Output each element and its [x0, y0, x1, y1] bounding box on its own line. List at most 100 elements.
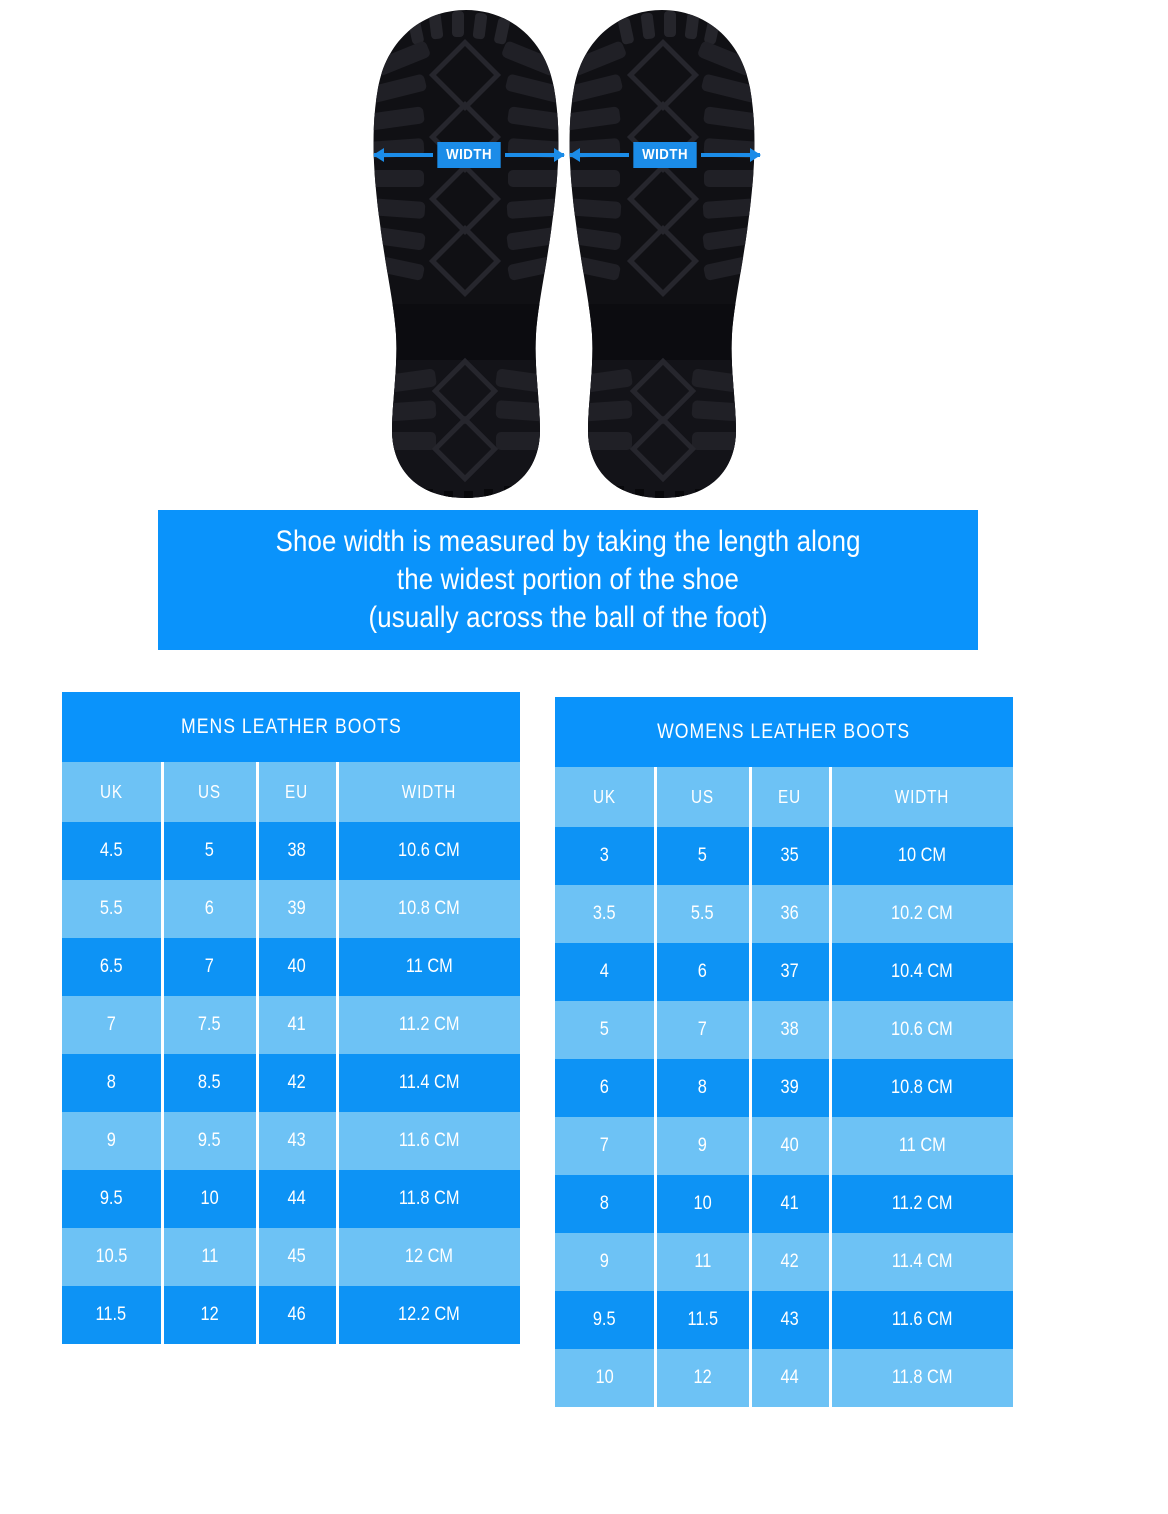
- womens-cell-width: 10.2 CM: [828, 885, 1013, 943]
- mens-cell-us-text: 12: [200, 1304, 219, 1325]
- arrow-right-icon: [750, 148, 761, 162]
- womens-column-header-uk-text: UK: [592, 786, 616, 807]
- mens-cell-width: 11.8 CM: [335, 1170, 521, 1228]
- table-row: 8 10 41 11.2 CM: [555, 1175, 1013, 1233]
- mens-cell-uk-text: 9.5: [99, 1188, 123, 1209]
- womens-cell-width-text: 11.4 CM: [891, 1251, 953, 1272]
- mens-column-header-us: US: [160, 762, 257, 822]
- mens-cell-uk: 6.5: [62, 938, 162, 996]
- womens-cell-width: 11.6 CM: [828, 1291, 1013, 1349]
- mens-cell-width-text: 10.6 CM: [398, 840, 461, 861]
- womens-cell-uk-text: 7: [599, 1135, 609, 1156]
- mens-cell-uk-text: 8: [106, 1072, 116, 1093]
- womens-table-title-row: WOMENS LEATHER BOOTS: [555, 697, 1013, 767]
- womens-cell-eu-text: 36: [780, 903, 800, 924]
- womens-cell-us: 12: [653, 1349, 750, 1407]
- width-arrow-right-segment: [505, 148, 565, 162]
- mens-cell-uk-text: 9: [106, 1130, 116, 1151]
- table-row: 10.5 11 45 12 CM: [62, 1228, 521, 1286]
- womens-cell-eu-text: 42: [780, 1251, 800, 1272]
- mens-cell-width: 11.2 CM: [335, 996, 521, 1054]
- table-row: 8 8.5 42 11.4 CM: [62, 1054, 521, 1112]
- womens-cell-uk-text: 5: [599, 1019, 609, 1040]
- womens-cell-uk: 5: [555, 1001, 655, 1059]
- womens-cell-us: 11: [653, 1233, 750, 1291]
- womens-cell-uk-text: 9.5: [592, 1309, 616, 1330]
- mens-cell-eu: 38: [255, 822, 337, 880]
- mens-column-header-us-text: US: [198, 781, 221, 802]
- womens-cell-width-text: 10.6 CM: [891, 1019, 954, 1040]
- womens-cell-us: 5.5: [653, 885, 750, 943]
- womens-cell-width-text: 10.2 CM: [891, 903, 954, 924]
- womens-cell-uk: 9: [555, 1233, 655, 1291]
- left-sole-graphic: [373, 10, 559, 498]
- mens-cell-eu-text: 45: [287, 1246, 307, 1267]
- womens-column-header-eu: EU: [748, 767, 830, 827]
- womens-cell-eu: 41: [748, 1175, 830, 1233]
- banner-line-1: Shoe width is measured by taking the len…: [275, 525, 861, 558]
- womens-cell-us: 8: [653, 1059, 750, 1117]
- table-row: 5.5 6 39 10.8 CM: [62, 880, 521, 938]
- womens-column-header-uk: UK: [555, 767, 655, 827]
- mens-cell-width-text: 11.6 CM: [398, 1130, 460, 1151]
- table-row: 6.5 7 40 11 CM: [62, 938, 521, 996]
- womens-cell-width-text: 11.2 CM: [891, 1193, 953, 1214]
- womens-table-title-text: WOMENS LEATHER BOOTS: [657, 720, 911, 743]
- womens-cell-eu: 39: [748, 1059, 830, 1117]
- womens-cell-width: 10.6 CM: [828, 1001, 1013, 1059]
- mens-cell-us-text: 9.5: [198, 1130, 221, 1151]
- table-row: 5 7 38 10.6 CM: [555, 1001, 1013, 1059]
- mens-cell-uk: 5.5: [62, 880, 162, 938]
- mens-cell-us: 8.5: [160, 1054, 257, 1112]
- mens-column-header-uk-text: UK: [99, 781, 123, 802]
- mens-cell-eu: 44: [255, 1170, 337, 1228]
- mens-cell-width-text: 12.2 CM: [398, 1304, 461, 1325]
- arrow-right-icon: [554, 148, 565, 162]
- mens-cell-uk: 9.5: [62, 1170, 162, 1228]
- womens-cell-width-text: 10.4 CM: [891, 961, 954, 982]
- mens-cell-width-text: 10.8 CM: [398, 898, 461, 919]
- womens-cell-uk-text: 6: [599, 1077, 609, 1098]
- mens-cell-width: 10.8 CM: [335, 880, 521, 938]
- womens-cell-width: 11 CM: [828, 1117, 1013, 1175]
- mens-cell-us-text: 5: [204, 840, 215, 861]
- womens-cell-width: 11.8 CM: [828, 1349, 1013, 1407]
- banner-line-2: the widest portion of the shoe: [396, 563, 740, 596]
- womens-cell-width-text: 11.8 CM: [891, 1367, 953, 1388]
- mens-table-title: MENS LEATHER BOOTS: [62, 692, 521, 762]
- womens-cell-us-text: 5.5: [691, 903, 714, 924]
- mens-column-header-width: WIDTH: [335, 762, 521, 822]
- right-boot-sole: [564, 4, 760, 504]
- mens-cell-width-text: 11.8 CM: [398, 1188, 460, 1209]
- mens-cell-uk-text: 10.5: [95, 1246, 128, 1267]
- womens-cell-uk: 7: [555, 1117, 655, 1175]
- mens-cell-uk-text: 4.5: [99, 840, 123, 861]
- mens-table-title-text: MENS LEATHER BOOTS: [180, 715, 402, 738]
- mens-table-title-row: MENS LEATHER BOOTS: [62, 692, 521, 762]
- left-boot-sole: [368, 4, 564, 504]
- womens-cell-us: 6: [653, 943, 750, 1001]
- mens-cell-uk-text: 6.5: [99, 956, 123, 977]
- measurement-info-banner: Shoe width is measured by taking the len…: [158, 510, 978, 650]
- mens-cell-us-text: 7: [204, 956, 215, 977]
- womens-cell-us-text: 5: [697, 845, 708, 866]
- mens-cell-uk: 10.5: [62, 1228, 162, 1286]
- table-row: 11.5 12 46 12.2 CM: [62, 1286, 521, 1344]
- width-arrow-left-segment: [373, 148, 433, 162]
- womens-cell-eu: 37: [748, 943, 830, 1001]
- arrow-left-icon: [569, 148, 580, 162]
- womens-cell-eu: 43: [748, 1291, 830, 1349]
- mens-cell-uk-text: 5.5: [99, 898, 123, 919]
- womens-cell-eu: 42: [748, 1233, 830, 1291]
- mens-cell-eu-text: 44: [287, 1188, 307, 1209]
- mens-cell-eu: 42: [255, 1054, 337, 1112]
- mens-cell-us-text: 7.5: [198, 1014, 221, 1035]
- womens-table-body: 3 5 35 10 CM 3.5 5.5 36 10.2 CM 4 6 37 10.4 CM 5 7 38 1…: [555, 827, 1013, 1407]
- right-sole-graphic: [569, 10, 755, 498]
- womens-cell-uk: 3: [555, 827, 655, 885]
- mens-table-header-row: UK US EU WIDTH: [62, 762, 521, 822]
- mens-cell-us: 6: [160, 880, 257, 938]
- mens-cell-us: 12: [160, 1286, 257, 1344]
- table-row: 6 8 39 10.8 CM: [555, 1059, 1013, 1117]
- mens-cell-eu-text: 43: [287, 1130, 307, 1151]
